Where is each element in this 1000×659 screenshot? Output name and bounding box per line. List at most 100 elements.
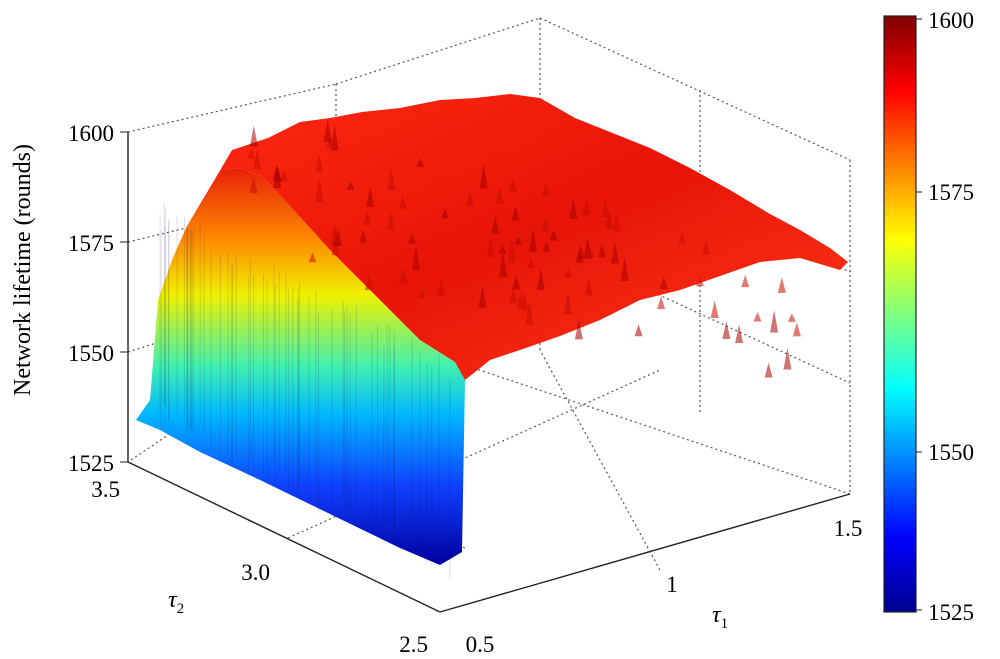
surface-ridge [695,276,704,287]
surface-ridge [657,296,666,310]
surface-ridge [542,241,551,252]
surface-ridge [315,155,324,172]
surface-ridge [478,285,487,308]
surface-ridge [620,256,629,281]
surface-ridge [764,362,773,378]
x-tick-label: 1 [666,572,678,597]
y-tick-label: 3.5 [91,477,120,502]
colorbar-tick-label: 1575 [928,180,974,205]
surface-ridge [529,228,538,252]
surface-ridge [575,252,584,263]
colorbar-tick-label: 1550 [928,440,974,465]
surface-ridge [498,244,507,254]
surface-ridge [386,211,395,230]
surface-ridge [678,232,687,244]
colorbar-gradient [883,15,917,613]
surface-ridge [398,195,407,209]
surface-ridge [549,229,558,241]
x-axis-label: τ1 [712,602,728,632]
surface-ridge [610,242,619,264]
y-tick-label: 2.5 [399,632,428,657]
surface-ridge [587,247,596,257]
surface-ridge [569,198,578,219]
surface-ridge [508,178,517,193]
z-ticks: 1600 1575 1550 1525 [68,121,128,476]
surface-ridge [330,125,339,151]
surface-ridge [741,274,750,288]
surface-ridge [525,300,534,325]
surface-ridge [486,236,495,258]
surface-ridge [783,348,792,370]
surface-ridge [770,310,779,333]
surface-ridge [601,199,610,217]
surface-ridge [315,177,324,203]
surface-ridge [792,322,801,337]
surface-ridge [574,319,583,340]
surface-ridge [576,245,585,259]
z-tick-label: 1525 [68,451,114,476]
surface-ridge [334,227,343,247]
surface-ridge [280,169,289,182]
surface-ridge [249,176,258,194]
surface-ridge [511,205,520,221]
surface-ridge [580,205,589,216]
surface-ridge [659,276,668,290]
axis-lines [127,132,851,613]
surface-ridge [597,244,606,258]
surface-ridge [272,165,281,180]
surface-ridge [440,208,449,219]
y-tick-label: 3.0 [241,560,270,585]
surface-ridge [584,278,593,296]
surface-ridge [465,191,474,207]
surface-ridge [359,230,368,243]
colorbar: 1600 1575 1550 1525 [883,8,974,625]
colorbar-tick-label: 1525 [928,600,974,625]
surface-ridge [541,181,550,196]
surface-ridge [387,168,396,190]
surface-ridge [722,321,731,339]
x-tick-label: 1.5 [834,516,863,541]
surface-ridge [702,240,711,255]
surface-ridge [605,208,614,229]
surface-ridge [247,148,256,159]
surface-plot [136,94,848,579]
surface-ridge [308,252,317,263]
surface-ridge [363,211,372,226]
surface-ridge [564,267,573,278]
z-tick-label: 1575 [68,231,114,256]
surface-ridge [399,267,408,284]
surface-ridge [564,291,573,315]
surface-ridge [346,181,355,190]
y-axis-symbol: τ [168,587,178,613]
surface-ridge [541,217,550,232]
z-tick-label: 1550 [68,341,114,366]
surface-ridge [417,290,426,299]
surface-ridge [366,186,375,208]
y-axis-label: τ2 [168,587,184,617]
surface-ridge [495,186,504,204]
surface-ridge [710,300,719,319]
y-ticks: 3.5 3.0 2.5 [91,477,428,657]
surface-ridge [787,313,796,322]
surface-ridge [253,149,262,169]
surface-ridge [536,267,545,291]
surface-ridge [512,275,521,290]
y-axis-subscript: 2 [177,601,185,617]
surface-ridge [491,216,500,234]
surface-ridge [249,125,258,147]
surface-ridge [507,238,516,263]
surface-ridge [499,251,508,277]
colorbar-tick-label: 1600 [928,8,974,33]
surface-ridge [612,212,621,232]
surface-ridge [527,257,536,268]
surface-ridge [408,233,417,244]
surface-ridge [479,163,488,189]
surface-ridge [412,246,421,271]
surface-front-wall [136,168,465,565]
x-axis-symbol: τ [712,602,722,628]
surface-ridge [325,138,334,148]
surface-ridge [323,119,332,143]
surface-texture [159,119,801,579]
surface-ridge [364,273,373,290]
